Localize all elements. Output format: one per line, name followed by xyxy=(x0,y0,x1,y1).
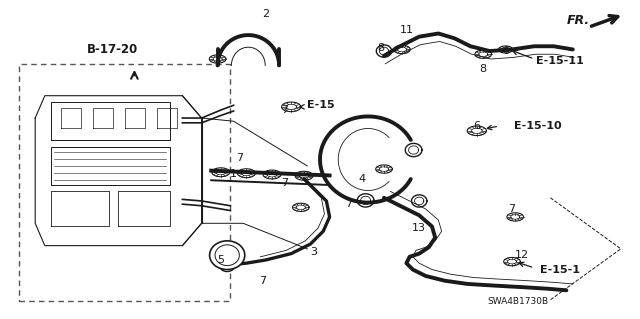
Bar xyxy=(19,64,230,301)
Text: 7: 7 xyxy=(345,199,353,209)
Text: 7: 7 xyxy=(236,153,244,163)
Text: 7: 7 xyxy=(259,276,266,286)
Text: E-15-10: E-15-10 xyxy=(514,121,561,131)
Text: 4: 4 xyxy=(358,174,365,184)
Text: SWA4B1730B: SWA4B1730B xyxy=(488,297,549,306)
Text: 11: 11 xyxy=(399,25,413,35)
Text: E-15-1: E-15-1 xyxy=(540,264,580,275)
Text: FR.: FR. xyxy=(566,14,589,27)
Text: B-17-20: B-17-20 xyxy=(86,43,138,56)
Text: 5: 5 xyxy=(218,255,224,265)
Text: E-15-11: E-15-11 xyxy=(536,56,584,66)
Text: 6: 6 xyxy=(474,121,480,131)
Text: 6: 6 xyxy=(502,46,509,56)
Text: E-15: E-15 xyxy=(307,100,335,110)
Text: 3: 3 xyxy=(310,247,317,257)
Text: 1: 1 xyxy=(230,169,237,179)
Ellipse shape xyxy=(210,241,244,270)
Text: 7: 7 xyxy=(508,204,516,214)
Text: 7: 7 xyxy=(281,105,289,115)
Text: 2: 2 xyxy=(262,9,269,19)
Text: 8: 8 xyxy=(479,63,487,74)
Text: 12: 12 xyxy=(515,250,529,260)
Text: 7: 7 xyxy=(281,178,289,189)
Text: 13: 13 xyxy=(412,223,426,233)
Ellipse shape xyxy=(215,245,239,265)
Text: 8: 8 xyxy=(377,43,385,53)
